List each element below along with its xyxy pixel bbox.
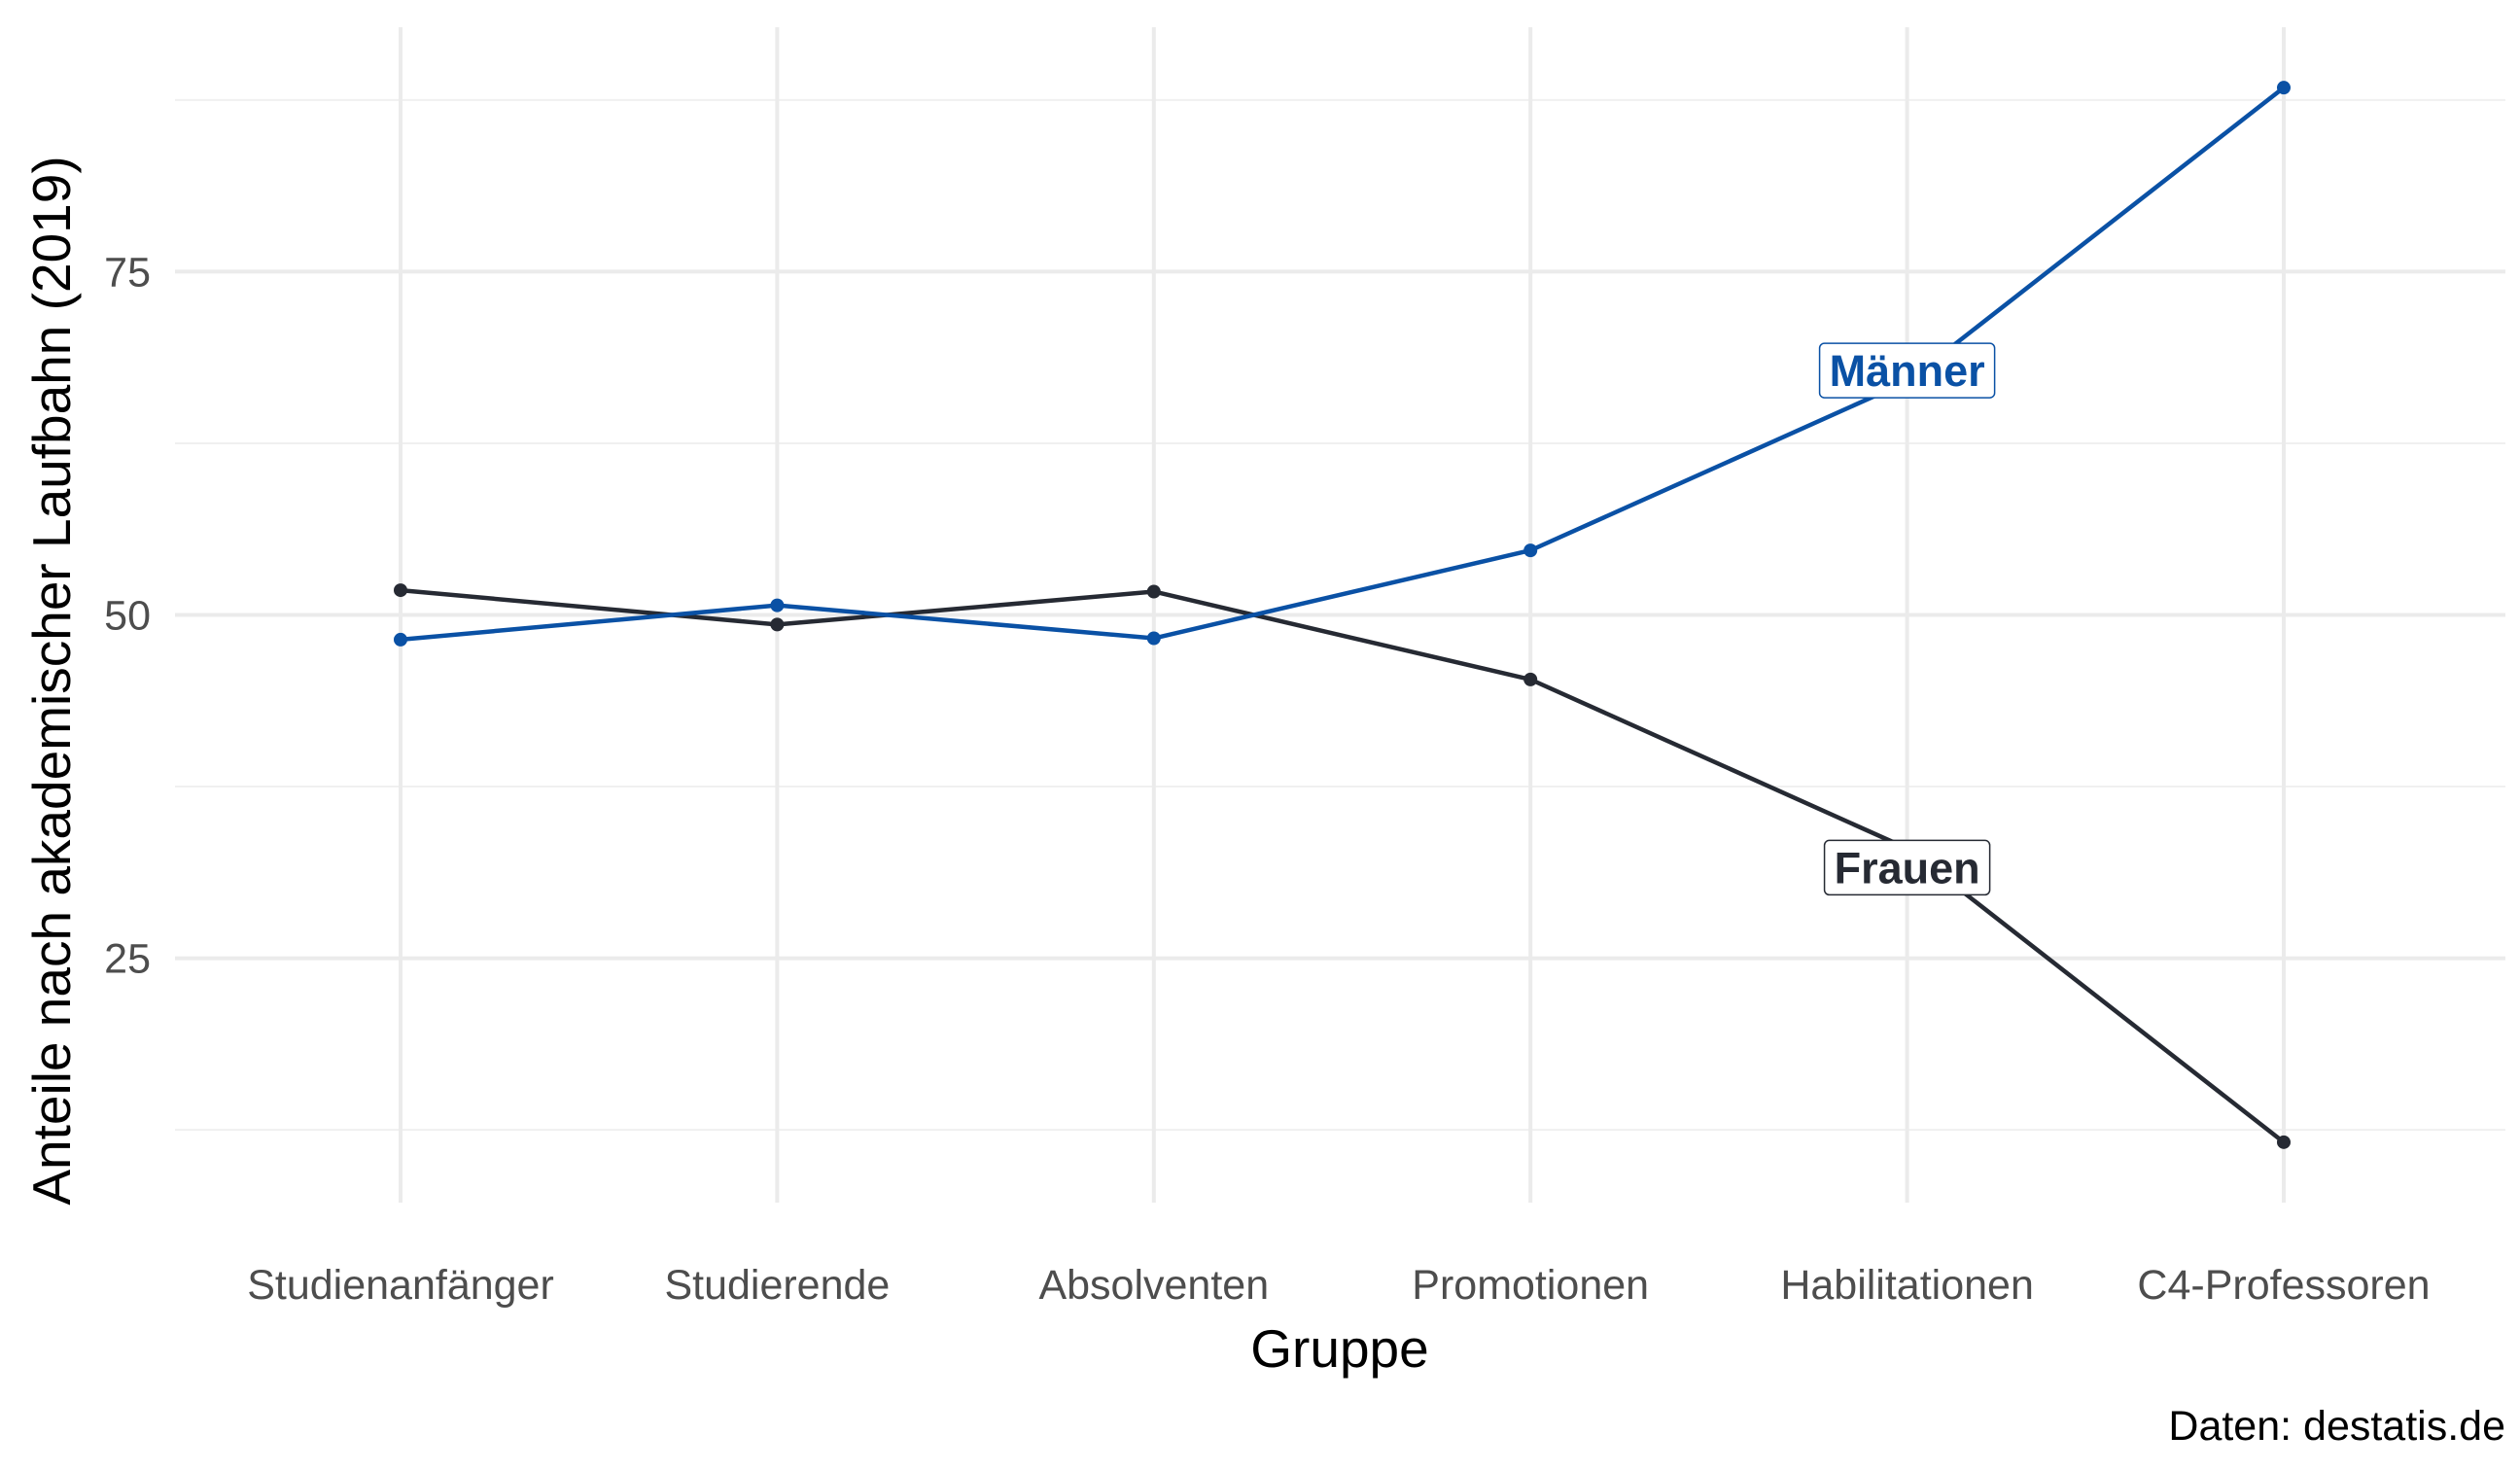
x-tick-label: Habilitationen	[1780, 1262, 2034, 1309]
grid	[175, 27, 2505, 1203]
x-axis-title: Gruppe	[1250, 1318, 1428, 1379]
data-point	[1146, 584, 1161, 599]
series-line	[400, 86, 2286, 643]
data-point	[1146, 631, 1161, 646]
series-labels: Männer Frauen	[1818, 342, 1996, 896]
x-tick-label: Studienanfänger	[247, 1262, 554, 1309]
data-point	[2277, 1135, 2291, 1149]
y-tick-label: 50	[104, 593, 151, 640]
x-tick-label: C4-Professoren	[2137, 1262, 2430, 1309]
series-label-text: Frauen	[1835, 843, 1980, 892]
series-label: Frauen	[1823, 839, 1991, 896]
data-point	[394, 632, 407, 647]
series-lines	[400, 86, 2286, 1144]
data-point	[770, 617, 785, 632]
x-tick-label: Studierende	[664, 1262, 890, 1309]
x-tick-label: Absolventen	[1038, 1262, 1269, 1309]
y-axis-title: Anteile nach akademischer Laufbahn (2019…	[21, 156, 82, 1205]
data-point	[1523, 543, 1538, 558]
data-point	[2277, 81, 2291, 95]
data-point	[1523, 672, 1538, 686]
y-tick-label: 25	[104, 936, 151, 983]
series-label: Männer	[1818, 342, 1996, 399]
x-tick-label: Promotionen	[1412, 1262, 1649, 1309]
source-caption: Daten: destatis.de	[2168, 1403, 2505, 1450]
data-point	[770, 598, 785, 612]
y-axis-ticks: 25 50 75	[104, 249, 151, 982]
x-axis-ticks: Studienanfänger Studierende Absolventen Pro…	[247, 1262, 2430, 1309]
y-tick-label: 75	[104, 249, 151, 296]
series-label-box	[1818, 342, 1996, 399]
series-label-box	[1823, 839, 1991, 896]
series-label-text: Männer	[1830, 346, 1985, 396]
series-line	[400, 587, 2286, 1144]
data-point	[394, 583, 407, 598]
